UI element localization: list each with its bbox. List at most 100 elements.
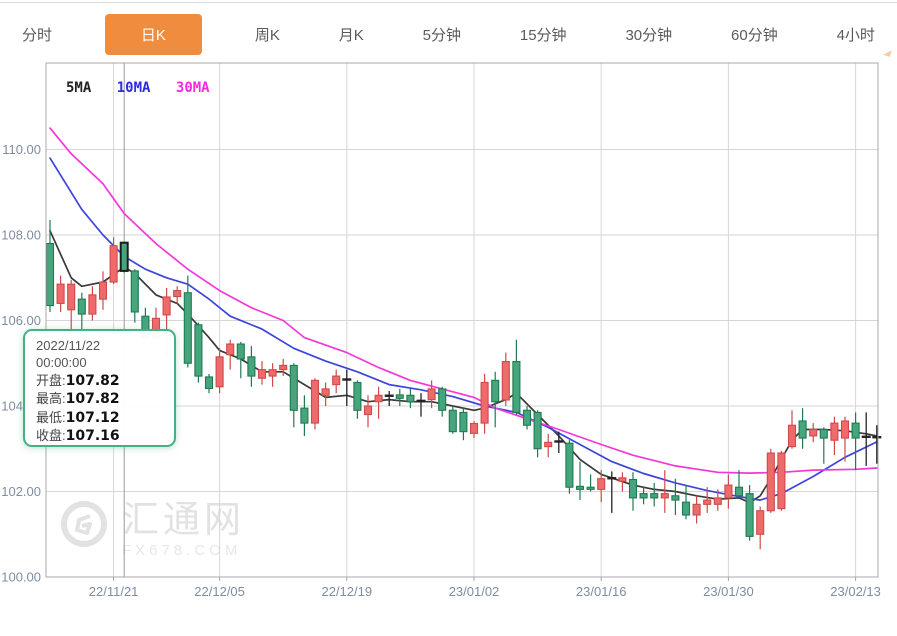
candle[interactable]	[660, 493, 669, 499]
tab-5min[interactable]: 5分钟	[422, 26, 461, 44]
candle[interactable]	[374, 394, 383, 403]
y-axis-label: 106.00	[1, 313, 41, 328]
ma-line-10ma	[49, 157, 878, 501]
y-axis-label: 108.00	[1, 228, 41, 243]
candle-tooltip: 2022/11/22 00:00:00 开盘:107.82 最高:107.82 …	[23, 329, 176, 447]
candle[interactable]	[512, 360, 521, 413]
candle[interactable]	[162, 296, 171, 316]
candle[interactable]	[236, 343, 245, 360]
y-axis-label: 102.00	[1, 484, 41, 499]
candle[interactable]	[766, 452, 775, 512]
tab-yue-k[interactable]: 月K	[338, 26, 364, 44]
candle[interactable]	[300, 407, 309, 424]
legend-ma10: 10MA	[116, 80, 151, 96]
tooltip-time: 00:00:00	[36, 355, 87, 371]
candle[interactable]	[448, 409, 457, 433]
candle[interactable]	[45, 243, 55, 307]
tooltip-date: 2022/11/22	[36, 338, 101, 353]
candle[interactable]	[183, 292, 192, 364]
candle[interactable]	[830, 422, 839, 441]
candle[interactable]	[56, 283, 65, 304]
candle[interactable]	[840, 420, 850, 439]
candle[interactable]	[438, 388, 447, 411]
candle[interactable]	[819, 428, 828, 439]
tab-ri-k[interactable]: 日K	[104, 13, 202, 55]
candle[interactable]	[777, 452, 786, 510]
candle[interactable]	[575, 485, 585, 490]
candle[interactable]	[745, 493, 754, 537]
candle[interactable]	[565, 442, 574, 488]
candle[interactable]	[671, 495, 680, 501]
candle[interactable]	[459, 411, 468, 433]
candle[interactable]	[427, 388, 436, 401]
candle[interactable]	[533, 411, 542, 450]
candle[interactable]	[279, 364, 288, 371]
candle[interactable]	[724, 484, 733, 499]
candle[interactable]	[681, 501, 691, 516]
candle[interactable]	[713, 497, 722, 505]
candle[interactable]	[130, 270, 139, 313]
candle[interactable]	[257, 369, 267, 379]
candle[interactable]	[321, 388, 330, 396]
tab-30min[interactable]: 30分钟	[625, 26, 673, 44]
candle[interactable]	[650, 493, 659, 499]
ma-line-5ma	[49, 229, 878, 504]
candle[interactable]	[406, 394, 415, 403]
candle[interactable]	[480, 381, 489, 424]
tab-zhou-k[interactable]: 周K	[254, 26, 280, 44]
candle[interactable]	[67, 283, 76, 311]
candle[interactable]	[395, 394, 404, 399]
candle[interactable]	[363, 405, 373, 416]
candle[interactable]	[703, 499, 712, 505]
candle[interactable]	[332, 375, 341, 386]
candle[interactable]	[204, 376, 214, 390]
candle[interactable]	[491, 379, 500, 403]
candle[interactable]	[469, 422, 479, 434]
candle[interactable]	[226, 343, 235, 356]
y-axis-label: 110.00	[2, 142, 41, 157]
legend-ma5: 5MA	[66, 80, 92, 96]
candle[interactable]	[77, 298, 86, 315]
candle[interactable]	[692, 503, 701, 516]
candle[interactable]	[809, 428, 818, 437]
tooltip-low: 最低:107.12	[36, 409, 120, 426]
x-axis-label: 22/11/21	[89, 584, 139, 599]
candle[interactable]	[268, 369, 277, 377]
candle[interactable]	[586, 486, 595, 490]
tooltip-close: 收盘:107.16	[36, 428, 120, 445]
x-axis-label: 23/01/16	[576, 584, 627, 599]
tooltip-high: 最高:107.82	[36, 391, 120, 408]
candle[interactable]	[787, 424, 797, 448]
selected-candle[interactable]	[119, 241, 129, 272]
candle[interactable]	[88, 294, 97, 315]
candle[interactable]	[639, 493, 648, 499]
candle[interactable]	[310, 379, 320, 424]
candle[interactable]	[798, 420, 807, 439]
candle[interactable]	[98, 281, 108, 300]
candle[interactable]	[289, 364, 298, 411]
candle[interactable]	[522, 409, 532, 426]
plot-border	[45, 62, 879, 578]
candle[interactable]	[194, 324, 203, 377]
tab-15min[interactable]: 15分钟	[519, 26, 567, 44]
candle[interactable]	[756, 510, 765, 535]
x-axis-label: 23/01/02	[449, 584, 500, 599]
candle[interactable]	[215, 356, 224, 388]
candle[interactable]	[173, 290, 182, 298]
candle[interactable]	[544, 441, 553, 448]
candle[interactable]	[597, 478, 606, 490]
candle[interactable]	[628, 478, 638, 499]
candle[interactable]	[109, 245, 118, 283]
candle[interactable]	[734, 486, 744, 497]
candle[interactable]	[501, 360, 510, 401]
tab-60min[interactable]: 60分钟	[731, 26, 778, 44]
candle[interactable]	[851, 422, 860, 439]
tab-4hour[interactable]: 4小时	[836, 26, 875, 44]
tab-fenshi[interactable]: 分时	[22, 26, 53, 44]
candle[interactable]	[353, 381, 362, 411]
candle[interactable]	[618, 477, 627, 482]
candle[interactable]	[247, 356, 256, 377]
fx678-logo-icon	[61, 501, 107, 547]
